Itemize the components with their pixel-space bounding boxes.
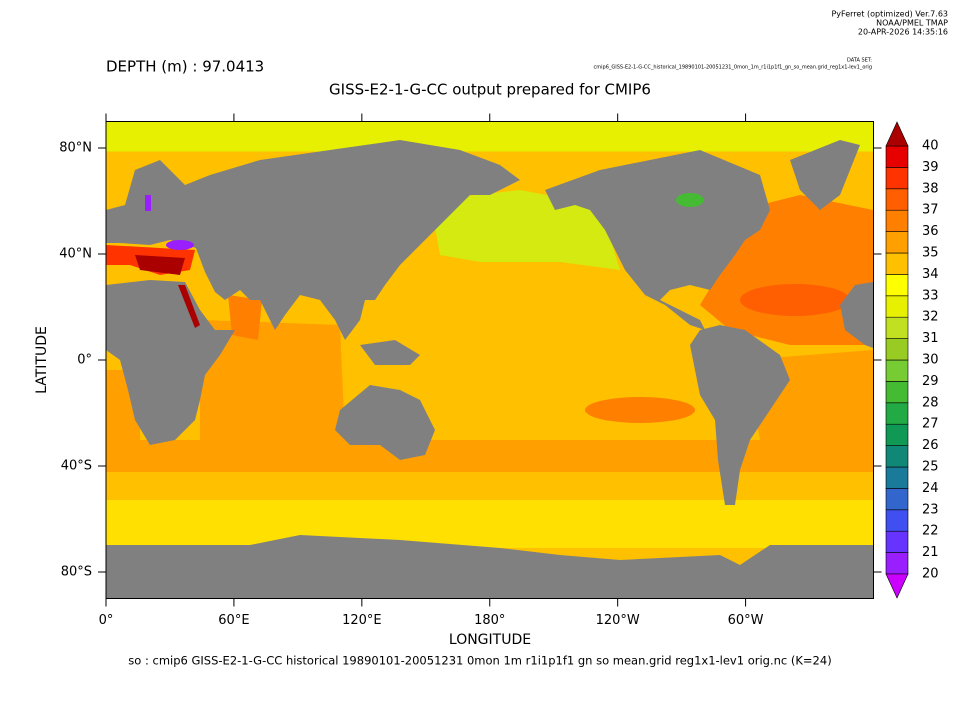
colorbar-band [885, 316, 909, 339]
dataset-label: DATA SET: [847, 58, 872, 64]
colorbar-band [885, 231, 909, 254]
north-pacific-zone [430, 190, 620, 270]
colorbar-over [885, 121, 909, 147]
colorbar-label: 32 [922, 310, 939, 325]
hudson-bay [676, 193, 704, 207]
arabian-sea-zone [228, 295, 262, 340]
colorbar-under [885, 573, 909, 599]
baltic-sea [145, 195, 151, 211]
colorbar-band [885, 423, 909, 446]
black-sea [166, 240, 194, 250]
colorbar-label: 26 [922, 438, 939, 453]
x-tick-label: 120°E [342, 613, 382, 628]
x-tick-label: 0° [99, 613, 114, 628]
x-tick-label: 180° [474, 613, 505, 628]
indonesia [360, 340, 420, 365]
x-tick-label: 120°W [596, 613, 640, 628]
colorbar-label: 22 [922, 524, 939, 539]
colorbar-label: 33 [922, 288, 939, 303]
timestamp: 20-APR-2026 14:35:16 [858, 28, 948, 37]
colorbar-band [885, 295, 909, 318]
footer: so : cmip6 GISS-E2-1-G-CC historical 198… [128, 654, 831, 668]
north-atlantic-core [740, 284, 850, 316]
west-africa [840, 282, 873, 348]
colorbar-band [885, 488, 909, 511]
colorbar-label: 30 [922, 353, 939, 368]
colorbar-label: 23 [922, 502, 939, 517]
colorbar-label: 39 [922, 160, 939, 175]
red-sea [178, 285, 200, 328]
south-pacific-zone [585, 397, 695, 423]
colorbar-label: 37 [922, 203, 939, 218]
africa [106, 280, 235, 445]
y-tick-label: 80°S [61, 565, 92, 580]
southern-mid-zone [106, 440, 874, 472]
australia [335, 385, 435, 460]
colorbar-label: 35 [922, 246, 939, 261]
antarctica [106, 535, 873, 599]
colorbar-band [885, 209, 909, 232]
colorbar-label: 20 [922, 567, 939, 582]
software: PyFerret (optimized) Ver.7.63 [831, 10, 948, 19]
y-tick-label: 0° [77, 353, 92, 368]
colorbar-label: 28 [922, 395, 939, 410]
x-tick-label: 60°E [218, 613, 249, 628]
org: NOAA/PMEL TMAP [876, 19, 948, 28]
eastern-mediterranean [135, 255, 185, 275]
colorbar-label: 38 [922, 181, 939, 196]
north-america [545, 150, 770, 330]
colorbar-band [885, 359, 909, 382]
greenland [790, 140, 860, 210]
southern-zone [106, 500, 874, 548]
colorbar-band [885, 145, 909, 168]
arctic-zone [106, 121, 874, 152]
colorbar-label: 25 [922, 460, 939, 475]
eurasia [106, 140, 520, 340]
colorbar-band [885, 466, 909, 489]
indian-zone [200, 320, 345, 440]
colorbar-band [885, 552, 909, 575]
colorbar-label: 27 [922, 417, 939, 432]
colorbar-band [885, 530, 909, 553]
x-tick-label: 60°W [728, 613, 764, 628]
colorbar-band [885, 402, 909, 425]
y-tick-label: 40°S [61, 459, 92, 474]
colorbar-label: 24 [922, 481, 939, 496]
colorbar-band [885, 167, 909, 190]
colorbar-label: 31 [922, 331, 939, 346]
south-america [690, 325, 790, 505]
dataset: cmip6_GISS-E2-1-G-CC_historical_19890101… [594, 65, 872, 71]
colorbar-band [885, 188, 909, 211]
map [106, 121, 874, 599]
title: GISS-E2-1-G-CC output prepared for CMIP6 [329, 81, 651, 99]
x-axis-label: LONGITUDE [449, 632, 531, 648]
colorbar-band [885, 509, 909, 532]
colorbar-band [885, 381, 909, 404]
colorbar-band [885, 274, 909, 297]
depth-label: DEPTH (m) : 97.0413 [106, 58, 264, 76]
colorbar-label: 29 [922, 374, 939, 389]
colorbar-band [885, 338, 909, 361]
colorbar-label: 36 [922, 224, 939, 239]
y-tick-label: 40°N [59, 247, 92, 262]
colorbar-label: 21 [922, 545, 939, 560]
y-tick-label: 80°N [59, 141, 92, 156]
y-axis-label: LATITUDE [34, 326, 50, 394]
colorbar-label: 40 [922, 139, 939, 154]
colorbar-band [885, 252, 909, 275]
colorbar-band [885, 445, 909, 468]
colorbar-label: 34 [922, 267, 939, 282]
